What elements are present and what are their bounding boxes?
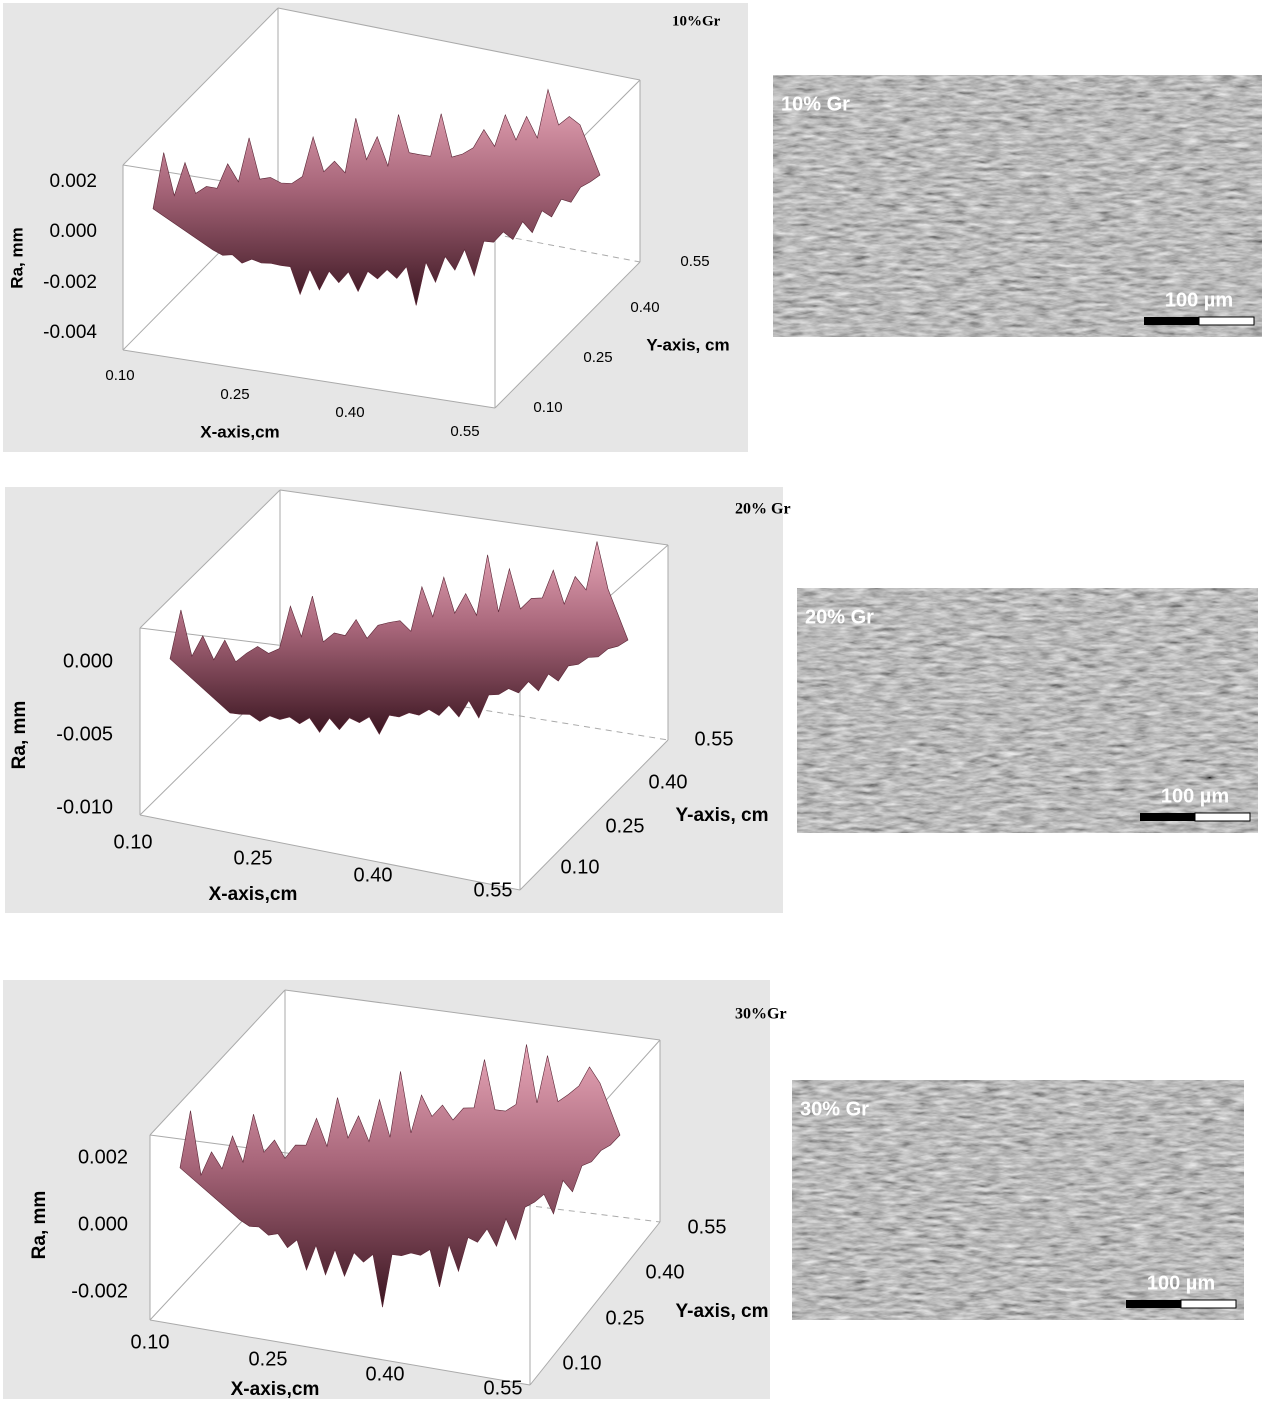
surface-plot: 30%Gr 0.002 0.000 -0.002 Ra, mm 0.10 0.25 0.40 0… [3,980,787,1399]
panel-title: 30%Gr [735,1006,787,1023]
figure: 10%Gr 0.002 0.000 -0.002 -0.004 Ra, mm 0.10 0.2… [0,0,1262,1399]
x-tick-label: 0.25 [220,386,249,403]
y-tick-label: 0.55 [688,1216,727,1238]
scale-bar-black [1126,1300,1181,1308]
micrograph: 20% Gr 100 µm [797,588,1258,833]
z-tick-label: 0.002 [78,1146,128,1168]
scale-bar-black [1140,813,1195,821]
scale-bar-white [1199,317,1254,325]
z-tick-label: 0.000 [78,1213,128,1235]
x-axis-label: X-axis,cm [231,1379,320,1399]
body: 10%Gr 0.002 0.000 -0.002 -0.004 Ra, mm 0.10 0.2… [0,0,1262,1404]
z-tick-label: -0.004 [43,322,97,343]
y-tick-label: 0.25 [583,349,612,366]
y-tick-label: 0.55 [695,728,734,750]
z-tick-label: 0.000 [63,650,113,672]
z-axis-label: Ra, mm [9,701,30,770]
x-tick-label: 0.10 [114,831,153,853]
scale-bar-label: 100 µm [1147,1272,1215,1294]
x-tick-label: 0.55 [484,1377,523,1399]
panel-title: 10%Gr [672,13,721,29]
x-tick-label: 0.55 [450,423,479,440]
x-tick-label: 0.40 [354,864,393,886]
x-tick-label: 0.10 [131,1331,170,1353]
x-tick-label: 0.25 [234,847,273,869]
y-tick-label: 0.10 [533,399,562,416]
z-axis-label: Ra, mm [7,227,26,288]
y-tick-label: 0.40 [646,1261,685,1283]
scale-bar-label: 100 µm [1161,785,1229,807]
x-tick-label: 0.10 [105,367,134,384]
scale-bar-white [1181,1300,1236,1308]
y-tick-label: 0.25 [606,1307,645,1329]
z-axis-label: Ra, mm [29,1191,50,1260]
page: {"panels": [ {"title": "10%Gr", "z_label… [0,0,1262,1404]
scale-bar-label: 100 µm [1165,289,1233,311]
z-tick-label: -0.010 [56,796,113,818]
panel-title: 20% Gr [735,501,791,518]
x-tick-label: 0.40 [366,1363,405,1385]
z-tick-label: 0.000 [49,221,97,242]
y-axis-label: Y-axis, cm [676,805,769,826]
y-tick-label: 0.40 [649,771,688,793]
micrograph: 30% Gr 100 µm [792,1080,1244,1320]
y-axis-label: Y-axis, cm [646,335,729,354]
y-tick-label: 0.40 [630,299,659,316]
surface-plot: 10%Gr 0.002 0.000 -0.002 -0.004 Ra, mm 0.10 0.2… [3,3,748,452]
micrograph-label: 30% Gr [800,1098,869,1120]
micrograph: 10% Gr 100 µm [773,75,1262,337]
y-tick-label: 0.25 [606,815,645,837]
x-axis-label: X-axis,cm [209,884,298,905]
z-tick-label: 0.002 [49,171,97,192]
scale-bar-black [1144,317,1199,325]
z-tick-label: -0.005 [56,723,113,745]
y-axis-label: Y-axis, cm [676,1301,769,1322]
y-tick-label: 0.55 [680,253,709,270]
micrograph-label: 10% Gr [781,93,850,115]
z-tick-label: -0.002 [43,272,97,293]
y-tick-label: 0.10 [563,1352,602,1374]
x-axis-label: X-axis,cm [200,422,279,441]
z-tick-label: -0.002 [71,1280,128,1302]
x-tick-label: 0.25 [249,1348,288,1370]
y-tick-label: 0.10 [561,856,600,878]
micrograph-label: 20% Gr [805,606,874,628]
scale-bar-white [1195,813,1250,821]
x-tick-label: 0.40 [335,404,364,421]
x-tick-label: 0.55 [474,879,513,901]
